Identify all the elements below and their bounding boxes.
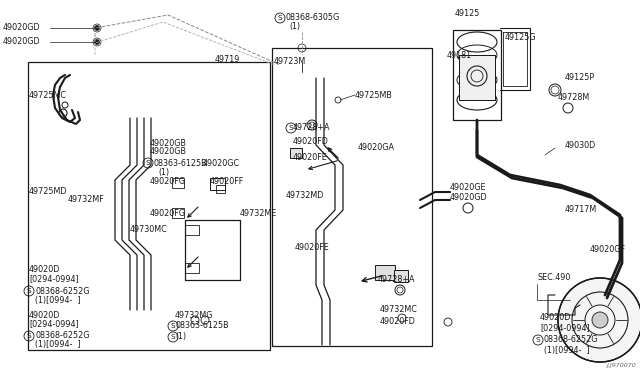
Text: 49030D: 49030D (565, 141, 596, 150)
Bar (28, 62, 270, 350)
Text: S: S (289, 125, 293, 131)
Text: 49020FG: 49020FG (150, 208, 186, 218)
Bar (172, 178, 184, 188)
Text: 49020GD: 49020GD (3, 38, 40, 46)
Bar (172, 208, 184, 218)
Circle shape (558, 278, 640, 362)
Text: 49725MB: 49725MB (355, 90, 393, 99)
Text: 49020FG: 49020FG (150, 177, 186, 186)
Text: 49020GF: 49020GF (590, 246, 626, 254)
Text: 49020FD: 49020FD (293, 138, 329, 147)
Text: 49020D: 49020D (540, 314, 572, 323)
Text: 08368-6252G: 08368-6252G (544, 336, 598, 344)
Text: 49732MF: 49732MF (68, 196, 105, 205)
Text: 49020GA: 49020GA (358, 144, 395, 153)
Text: 49020FE: 49020FE (295, 244, 330, 253)
Text: [0294-0994]: [0294-0994] (540, 324, 589, 333)
Text: 49125P: 49125P (565, 74, 595, 83)
Text: (1)[0994-  ]: (1)[0994- ] (544, 346, 589, 355)
Text: 49020GD: 49020GD (450, 193, 488, 202)
Text: (1): (1) (175, 333, 186, 341)
Text: S: S (27, 288, 31, 294)
Text: 49728+A: 49728+A (378, 276, 415, 285)
Text: 49717M: 49717M (565, 205, 597, 215)
Text: (1): (1) (158, 167, 169, 176)
Text: [0294-0994]: [0294-0994] (29, 275, 79, 283)
Text: 08363-6125B: 08363-6125B (175, 321, 228, 330)
Text: 49725MC: 49725MC (29, 90, 67, 99)
Text: 49719: 49719 (215, 55, 241, 64)
Text: S: S (536, 337, 540, 343)
Text: 49723M: 49723M (274, 58, 307, 67)
Text: 08368-6252G: 08368-6252G (35, 331, 90, 340)
Text: 49125: 49125 (455, 10, 481, 19)
Bar (375, 265, 395, 280)
Text: S: S (146, 160, 150, 166)
Text: 49020FE: 49020FE (293, 154, 328, 163)
Text: SEC.490: SEC.490 (537, 273, 570, 282)
Text: S: S (171, 334, 175, 340)
Text: 49020GE: 49020GE (450, 183, 486, 192)
Text: 49732MG: 49732MG (175, 311, 214, 320)
Text: 49020FD: 49020FD (380, 317, 416, 327)
Text: [0294-0994]: [0294-0994] (29, 320, 79, 328)
Circle shape (95, 26, 99, 31)
Bar (290, 148, 302, 158)
Text: J.J970070: J.J970070 (606, 363, 636, 368)
Text: S: S (171, 323, 175, 329)
Text: 49732MC: 49732MC (380, 305, 418, 314)
Text: 49181: 49181 (447, 51, 472, 60)
Text: S: S (278, 15, 282, 21)
Text: 08368-6305G: 08368-6305G (286, 13, 340, 22)
Bar (453, 30, 501, 120)
Bar (459, 55, 495, 100)
Text: 08363-6125B: 08363-6125B (154, 158, 207, 167)
Bar (210, 178, 225, 190)
Text: 49725MD: 49725MD (29, 187, 67, 196)
Text: 49020FF: 49020FF (210, 177, 244, 186)
Circle shape (95, 39, 99, 45)
Bar (185, 225, 199, 235)
Bar (394, 270, 408, 282)
Bar (185, 263, 199, 273)
Text: (1): (1) (289, 22, 300, 32)
Text: 49020GB: 49020GB (150, 138, 187, 148)
Text: 49020GB: 49020GB (150, 148, 187, 157)
Text: S: S (27, 333, 31, 339)
Text: 49732ME: 49732ME (240, 208, 277, 218)
Text: 49728M: 49728M (558, 93, 590, 102)
Text: 08368-6252G: 08368-6252G (35, 286, 90, 295)
Text: 49728+A: 49728+A (293, 124, 330, 132)
Circle shape (592, 312, 608, 328)
Text: 49730MC: 49730MC (130, 225, 168, 234)
Text: 49020GC: 49020GC (203, 158, 240, 167)
Text: (1)[0994-  ]: (1)[0994- ] (35, 340, 81, 350)
Text: (1)[0994-  ]: (1)[0994- ] (35, 295, 81, 305)
Text: 49125G: 49125G (505, 33, 536, 42)
Text: 49732MD: 49732MD (286, 190, 324, 199)
Text: 49020D: 49020D (29, 311, 60, 320)
Bar (459, 55, 495, 100)
Bar (272, 48, 432, 346)
Text: 49020GD: 49020GD (3, 23, 40, 32)
Text: 49020D: 49020D (29, 266, 60, 275)
Bar (216, 185, 225, 193)
